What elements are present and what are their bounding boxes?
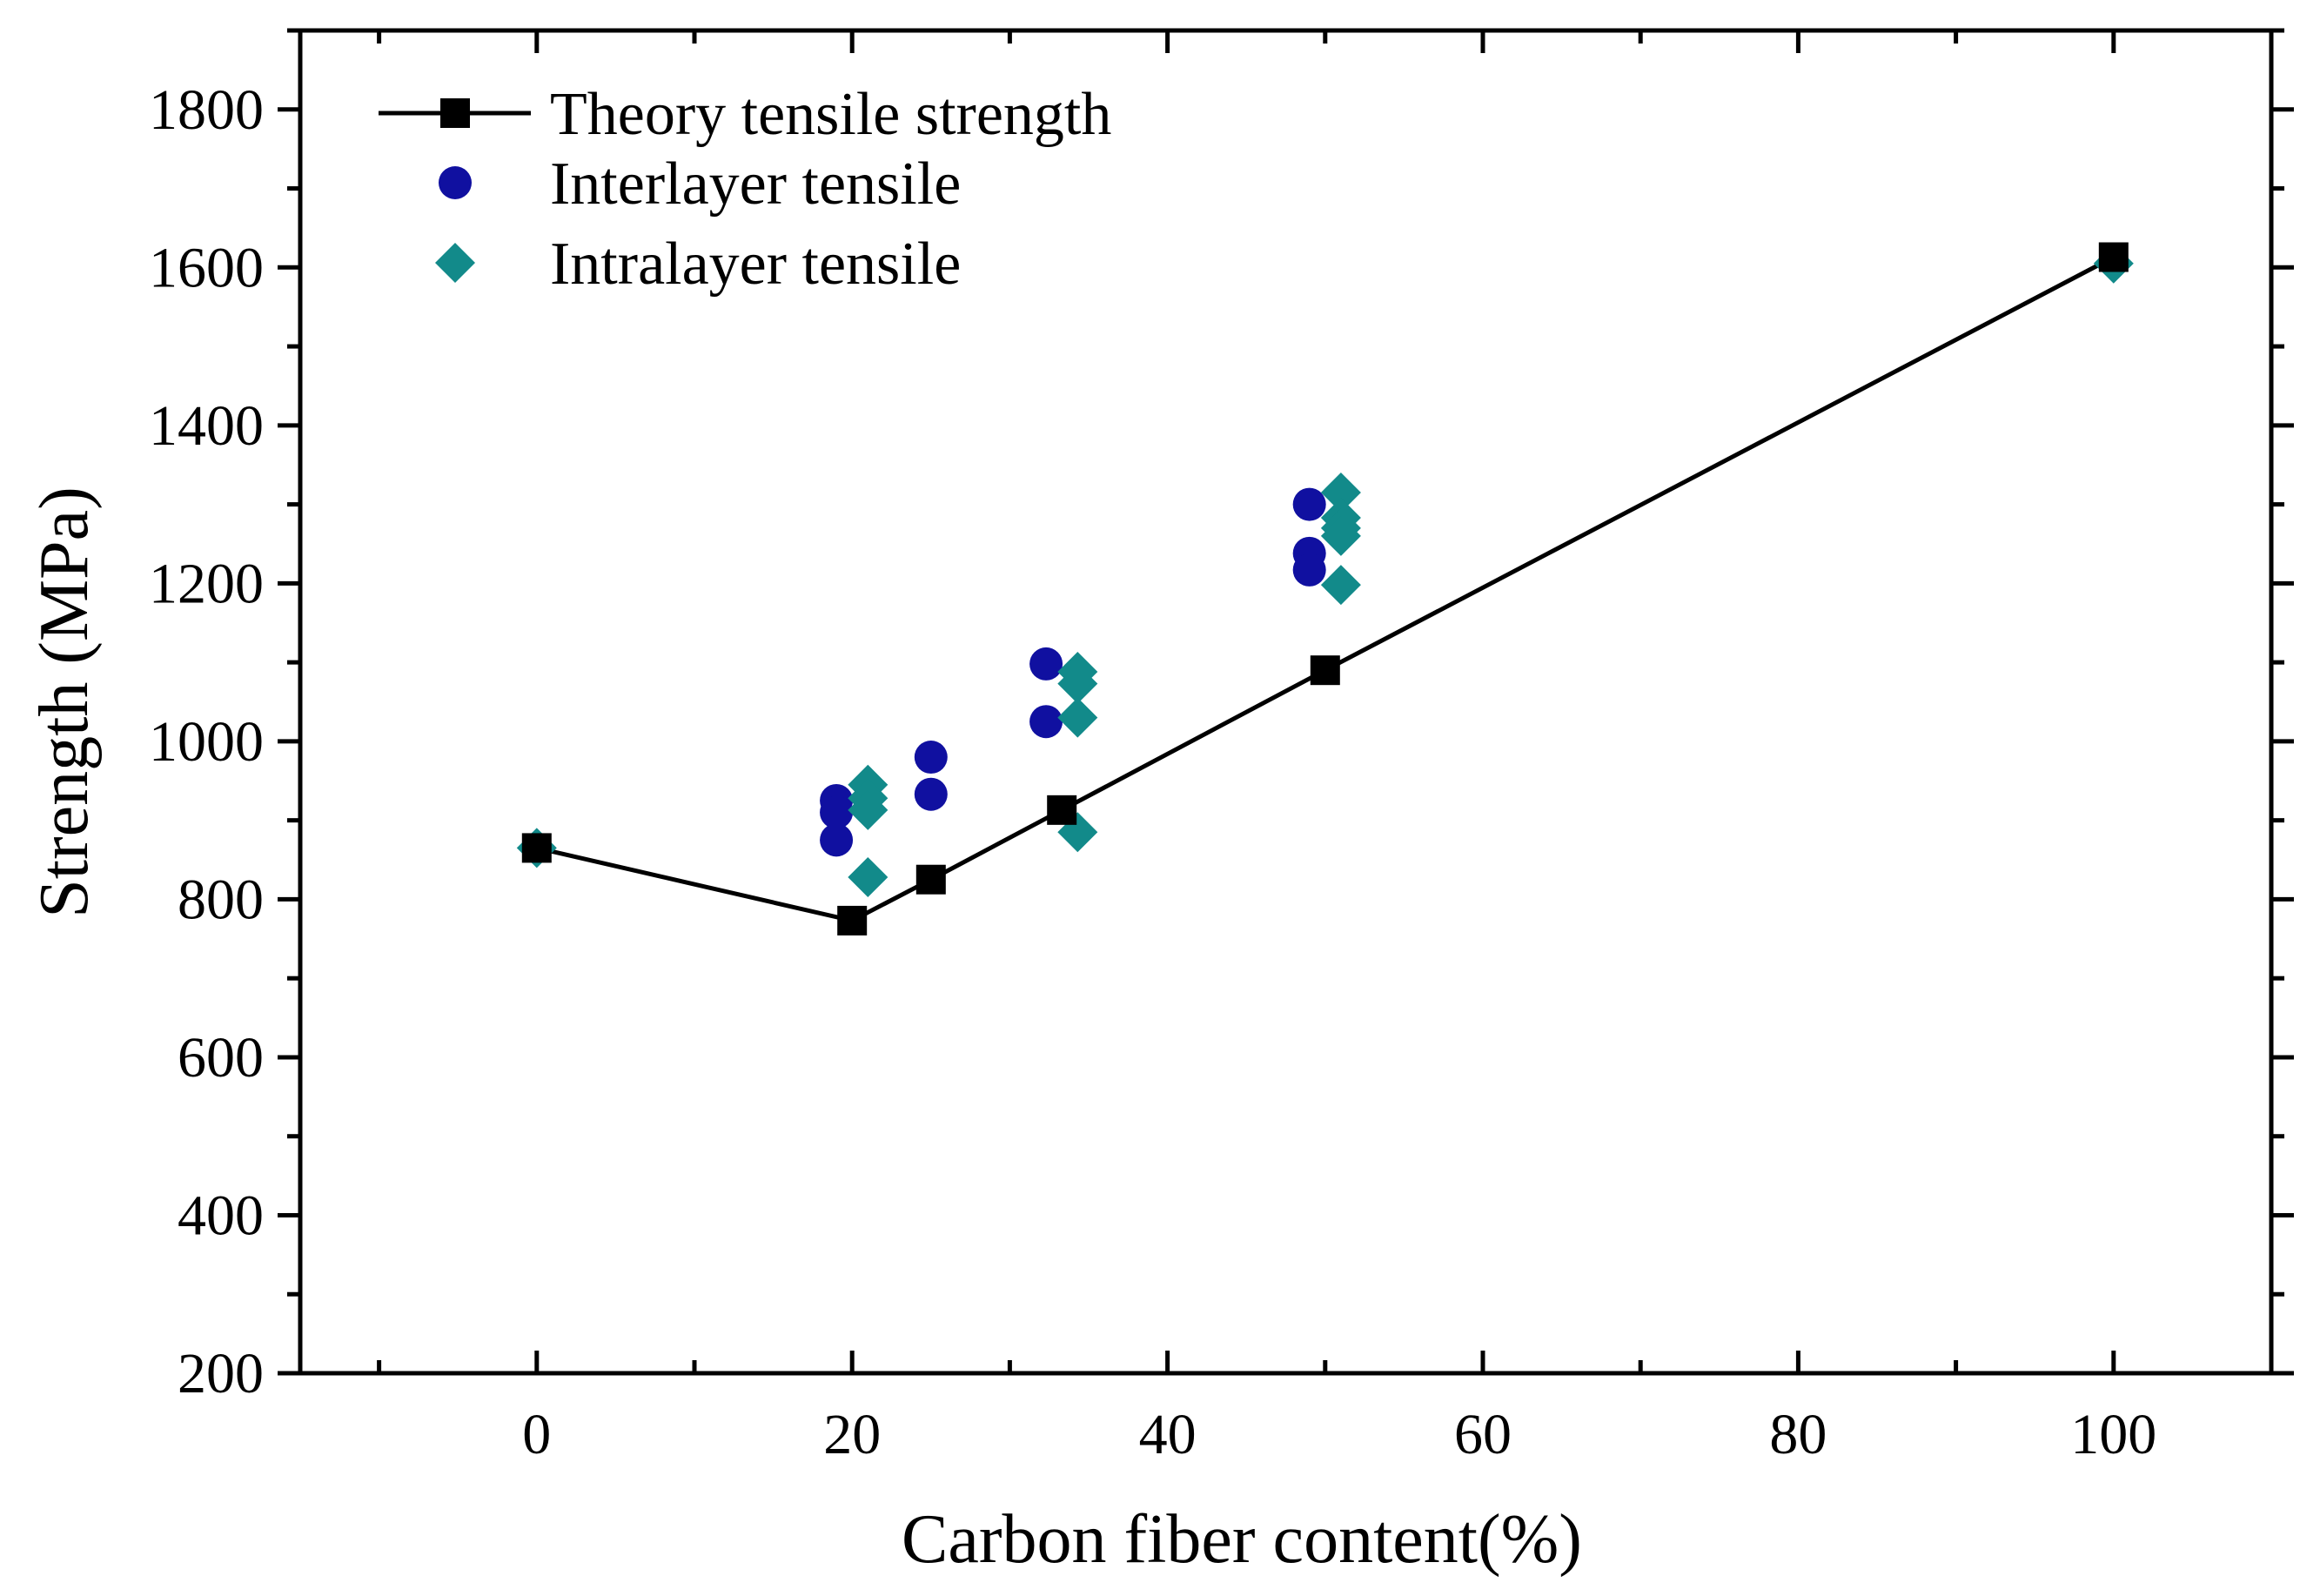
- y-tick-label: 1000: [149, 710, 264, 774]
- intralayer-point: [848, 789, 888, 830]
- intralayer-point: [848, 856, 888, 897]
- theory-point: [521, 833, 552, 863]
- interlayer-point: [1292, 553, 1326, 587]
- interlayer-point: [914, 777, 948, 811]
- y-tick-label: 1800: [149, 78, 264, 142]
- x-tick-label: 20: [823, 1403, 881, 1466]
- legend-theory-marker: [440, 98, 470, 128]
- y-tick-label: 1200: [149, 552, 264, 615]
- y-tick-label: 1400: [149, 394, 264, 458]
- intralayer-point: [1057, 697, 1098, 738]
- interlayer-point: [820, 823, 854, 857]
- intralayer-point: [1320, 515, 1361, 556]
- interlayer-point: [1029, 705, 1063, 739]
- x-tick-label: 100: [2070, 1403, 2156, 1466]
- legend-intralayer-marker: [435, 243, 475, 283]
- axis-tick-labels: 0 20 40 60 80 100 200 400 600 800 1000 1200 1400 1600…: [149, 78, 2156, 1466]
- y-tick-label: 400: [178, 1184, 264, 1247]
- theory-point: [2098, 242, 2129, 272]
- y-tick-label: 800: [178, 868, 264, 931]
- intralayer-point: [1320, 472, 1361, 513]
- legend-label: Interlayer tensile: [550, 151, 961, 218]
- legend-interlayer-marker: [439, 166, 472, 199]
- x-tick-label: 80: [1769, 1403, 1827, 1466]
- y-tick-label: 1600: [149, 236, 264, 299]
- x-tick-label: 0: [522, 1403, 551, 1466]
- x-tick-label: 60: [1454, 1403, 1512, 1466]
- interlayer-point: [820, 795, 854, 829]
- interlayer-point: [1029, 647, 1063, 681]
- axis-ticks: [278, 28, 2294, 1376]
- intralayer-point: [1320, 565, 1361, 606]
- theory-point: [1047, 795, 1077, 825]
- legend-label: Intralayer tensile: [550, 231, 961, 298]
- plot-series: [516, 242, 2134, 935]
- x-tick-label: 40: [1139, 1403, 1197, 1466]
- plot-frame: [298, 28, 2274, 1376]
- theory-point: [1310, 655, 1340, 686]
- x-axis-title: Carbon fiber content(%): [902, 1501, 1582, 1578]
- theory-line: [536, 255, 2115, 923]
- intralayer-point: [1057, 663, 1098, 704]
- y-axis-title: Strength (MPa): [26, 486, 103, 918]
- theory-point: [915, 864, 946, 895]
- interlayer-point: [1292, 487, 1326, 521]
- interlayer-point: [914, 741, 948, 775]
- legend-label: Theory tensile strength: [550, 81, 1111, 148]
- y-tick-label: 600: [178, 1026, 264, 1090]
- y-tick-label: 200: [178, 1342, 264, 1405]
- theory-point: [837, 905, 868, 935]
